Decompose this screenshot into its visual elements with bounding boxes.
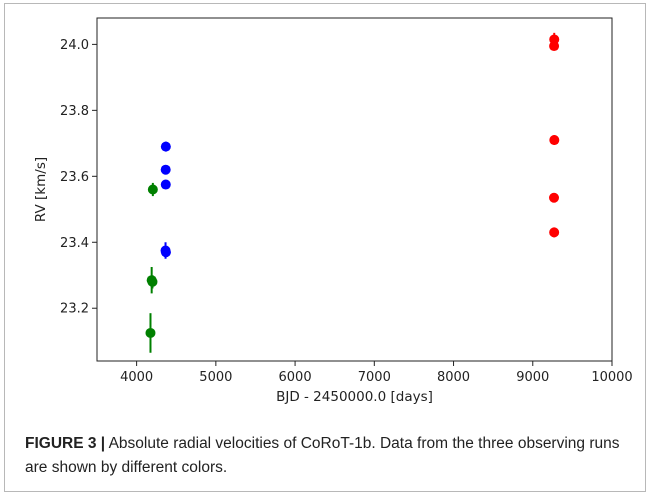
data-point [160, 247, 171, 258]
x-tick-label: 8000 [437, 370, 470, 385]
plot-axes: 4000 5000 6000 7000 8000 9000 10000 23.2 23.4 23.… [60, 17, 633, 385]
data-points [145, 32, 560, 353]
data-point [145, 327, 156, 338]
data-point [147, 184, 158, 195]
x-tick-label: 5000 [199, 370, 232, 385]
x-tick-label: 7000 [358, 370, 391, 385]
x-axis-label: BJD - 2450000.0 [days] [276, 389, 433, 405]
y-axis-label: RV [km/s] [33, 157, 49, 222]
data-point [549, 192, 560, 203]
data-point [549, 227, 560, 238]
figure-frame: 4000 5000 6000 7000 8000 9000 10000 23.2 23.4 23.… [4, 3, 646, 492]
y-tick-label: 23.6 [60, 170, 89, 185]
rv-scatter-chart: 4000 5000 6000 7000 8000 9000 10000 23.2 23.4 23.… [33, 17, 633, 405]
x-tick-label: 10000 [591, 370, 632, 385]
data-point [549, 34, 560, 45]
figure-caption-label: FIGURE 3 | [25, 435, 106, 452]
data-point [549, 135, 560, 146]
y-tick-label: 24.0 [60, 38, 89, 53]
x-tick-label: 9000 [516, 370, 549, 385]
x-tick-label: 6000 [279, 370, 312, 385]
x-tick-label: 4000 [120, 370, 153, 385]
data-point [160, 141, 171, 152]
data-point [160, 164, 171, 175]
y-tick-label: 23.4 [60, 236, 89, 251]
data-point [160, 179, 171, 190]
figure-caption: FIGURE 3 | Absolute radial velocities of… [25, 432, 625, 480]
figure-caption-text: Absolute radial velocities of CoRoT-1b. … [25, 435, 620, 476]
y-tick-label: 23.2 [60, 302, 89, 317]
data-point [147, 276, 158, 287]
plot-frame [96, 17, 613, 362]
y-tick-label: 23.8 [60, 104, 89, 119]
